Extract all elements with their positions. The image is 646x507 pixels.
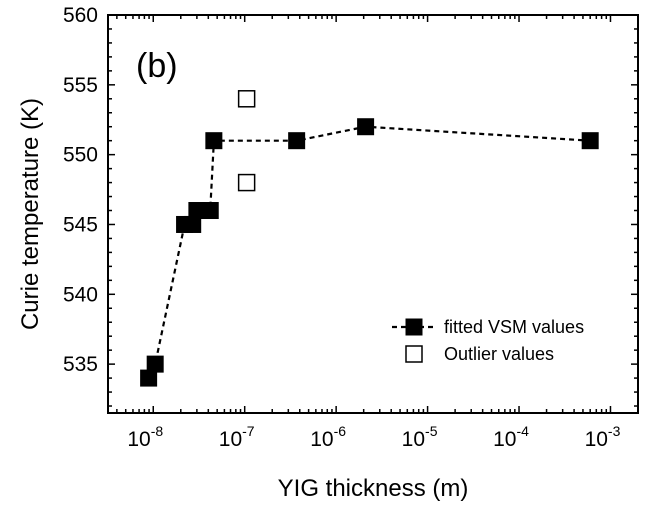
x-tick-base: 10: [310, 428, 333, 451]
x-tick-exponent: -7: [242, 423, 255, 439]
x-tick-base: 10: [493, 428, 516, 451]
x-tick-base: 10: [585, 428, 608, 451]
data-point-outlier: [237, 90, 256, 108]
x-tick-exponent: -4: [516, 423, 529, 439]
y-tick-label: 560: [63, 4, 98, 27]
legend-label-outlier: Outlier values: [444, 344, 554, 364]
legend-marker-fitted: [405, 318, 423, 336]
legend-label-fitted: fitted VSM values: [444, 317, 584, 337]
x-tick-label: 10-3: [585, 423, 621, 451]
data-point-fitted: [146, 355, 164, 373]
y-tick-label: 555: [63, 74, 98, 97]
labels: YIG thickness (m) Curie temperature (K) (b…: [17, 47, 468, 502]
y-tick-label: 540: [63, 283, 98, 306]
x-tick-label: 10-6: [310, 423, 346, 451]
x-tick-base: 10: [402, 428, 425, 451]
x-tick-exponent: -3: [608, 423, 621, 439]
y-tick-label: 545: [63, 213, 98, 236]
y-tick-label: 550: [63, 144, 98, 167]
panel-label: (b): [136, 47, 178, 85]
x-tick-label: 10-8: [127, 423, 163, 451]
x-tick-exponent: -6: [334, 423, 347, 439]
series-line-0: [147, 125, 591, 379]
x-tick-label: 10-5: [402, 423, 438, 451]
data-point-fitted: [205, 132, 223, 150]
x-tick-label: 10-4: [493, 423, 529, 451]
series-markers: [140, 90, 599, 387]
y-axis-title: Curie temperature (K): [17, 98, 44, 330]
x-tick-base: 10: [219, 428, 242, 451]
data-point-fitted: [288, 132, 306, 150]
x-tick-label: 10-7: [219, 423, 255, 451]
data-point-fitted: [201, 202, 219, 220]
y-tick-label: 535: [63, 353, 98, 376]
series-lines: [147, 125, 591, 379]
data-point-fitted: [357, 118, 375, 136]
x-tick-exponent: -5: [425, 423, 438, 439]
legend-marker-outlier: [405, 345, 423, 363]
x-tick-base: 10: [127, 428, 150, 451]
data-point-fitted: [581, 132, 599, 150]
plot-frame: [107, 14, 639, 414]
legend: fitted VSM values Outlier values: [392, 317, 584, 364]
data-point-outlier: [237, 173, 256, 192]
x-tick-exponent: -8: [151, 423, 164, 439]
x-axis-title: YIG thickness (m): [278, 475, 469, 502]
